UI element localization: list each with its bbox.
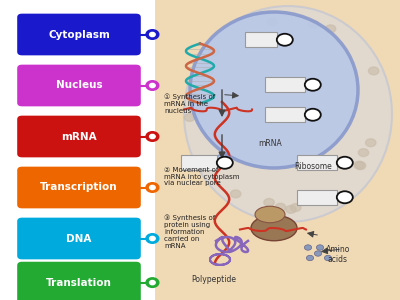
- FancyBboxPatch shape: [245, 32, 277, 47]
- Circle shape: [305, 79, 321, 91]
- FancyBboxPatch shape: [17, 262, 141, 300]
- Text: mRNA: mRNA: [61, 131, 97, 142]
- Circle shape: [230, 190, 241, 198]
- Circle shape: [354, 161, 364, 169]
- Circle shape: [305, 109, 321, 121]
- Text: DNA: DNA: [66, 233, 92, 244]
- FancyBboxPatch shape: [155, 0, 400, 300]
- Text: Cytoplasm: Cytoplasm: [48, 29, 110, 40]
- Circle shape: [290, 204, 301, 212]
- Circle shape: [304, 245, 312, 250]
- Text: ② Movement of
mRNA into cytoplasm
via nuclear pore: ② Movement of mRNA into cytoplasm via nu…: [164, 167, 240, 187]
- Ellipse shape: [215, 154, 230, 166]
- Circle shape: [146, 132, 159, 141]
- FancyBboxPatch shape: [17, 64, 141, 106]
- FancyBboxPatch shape: [17, 116, 141, 157]
- Circle shape: [150, 236, 155, 241]
- Circle shape: [217, 157, 233, 169]
- Ellipse shape: [255, 206, 285, 223]
- Circle shape: [209, 48, 219, 56]
- Circle shape: [355, 162, 366, 170]
- Circle shape: [275, 203, 286, 211]
- Circle shape: [203, 68, 214, 75]
- Circle shape: [308, 20, 319, 28]
- Circle shape: [146, 183, 159, 192]
- Circle shape: [314, 251, 322, 256]
- Circle shape: [324, 255, 332, 261]
- Text: Ribosome: Ribosome: [294, 162, 332, 171]
- Circle shape: [325, 25, 336, 33]
- Circle shape: [264, 199, 274, 206]
- Circle shape: [150, 32, 155, 37]
- Circle shape: [150, 134, 155, 139]
- Circle shape: [366, 139, 376, 147]
- Circle shape: [316, 245, 324, 250]
- Text: Transcription: Transcription: [40, 182, 118, 193]
- Circle shape: [358, 149, 369, 157]
- Circle shape: [150, 83, 155, 88]
- Text: Amino
acids: Amino acids: [326, 244, 350, 264]
- Circle shape: [267, 18, 278, 26]
- Circle shape: [150, 280, 155, 285]
- Circle shape: [306, 255, 314, 261]
- Circle shape: [368, 67, 379, 75]
- Ellipse shape: [184, 6, 392, 222]
- Circle shape: [277, 34, 293, 46]
- Circle shape: [337, 157, 353, 169]
- Text: ③ Synthesis of
protein using
information
carried on
mRNA: ③ Synthesis of protein using information…: [164, 214, 215, 249]
- FancyBboxPatch shape: [297, 190, 337, 205]
- Circle shape: [286, 206, 296, 213]
- Circle shape: [190, 93, 200, 101]
- FancyBboxPatch shape: [265, 107, 305, 122]
- Circle shape: [146, 278, 159, 287]
- Circle shape: [146, 30, 159, 39]
- FancyBboxPatch shape: [181, 155, 217, 170]
- Text: Translation: Translation: [46, 278, 112, 288]
- Circle shape: [184, 113, 195, 121]
- Circle shape: [146, 81, 159, 90]
- FancyBboxPatch shape: [17, 14, 141, 55]
- FancyBboxPatch shape: [17, 218, 141, 259]
- FancyBboxPatch shape: [17, 167, 141, 208]
- Text: Nucleus: Nucleus: [56, 80, 102, 91]
- Circle shape: [337, 191, 353, 203]
- Circle shape: [150, 185, 155, 190]
- Ellipse shape: [251, 215, 297, 241]
- Circle shape: [146, 234, 159, 243]
- FancyBboxPatch shape: [297, 155, 337, 170]
- Ellipse shape: [190, 12, 358, 168]
- Text: mRNA: mRNA: [258, 140, 282, 148]
- Circle shape: [194, 106, 204, 114]
- Text: Polypeptide: Polypeptide: [192, 274, 236, 284]
- Text: ① Synthesis of
mRNA in the
nucleus: ① Synthesis of mRNA in the nucleus: [164, 93, 215, 114]
- FancyBboxPatch shape: [265, 77, 305, 92]
